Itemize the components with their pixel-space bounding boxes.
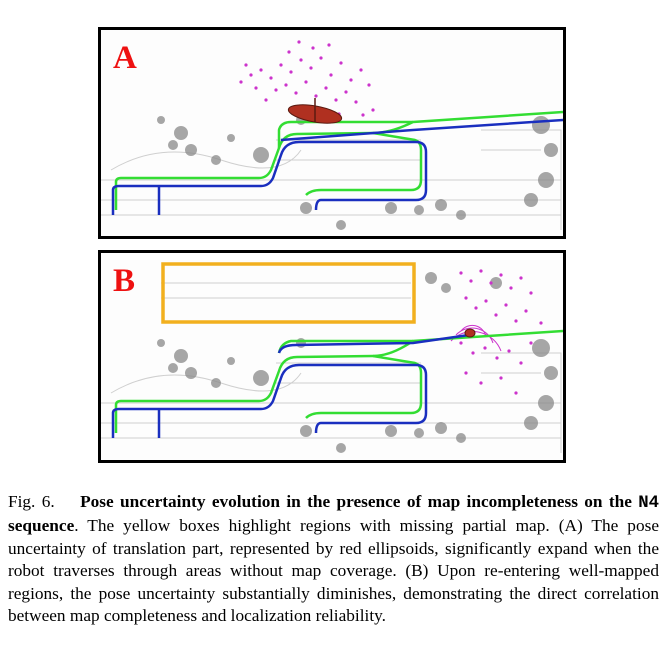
missing-map-box bbox=[161, 262, 416, 324]
map-trees bbox=[157, 115, 558, 230]
trajectory-green bbox=[114, 329, 563, 433]
caption-body: . The yellow boxes highlight regions wit… bbox=[8, 516, 659, 626]
trajectory-blue bbox=[111, 118, 563, 215]
caption-title-tail: sequence bbox=[8, 516, 75, 536]
caption-title: Pose uncertainty evolution in the presen… bbox=[80, 492, 639, 511]
trajectory-green-loop bbox=[277, 339, 423, 419]
panel-a: A bbox=[98, 27, 566, 239]
panel-b-label: B bbox=[113, 263, 136, 299]
map-b-svg bbox=[101, 262, 563, 453]
uncertainty-ellipsoid bbox=[464, 328, 476, 338]
panel-b: B bbox=[98, 250, 566, 463]
scan-points bbox=[239, 40, 375, 117]
scan-points bbox=[459, 269, 543, 395]
panel-a-label: A bbox=[113, 40, 137, 76]
map-a-svg bbox=[101, 40, 563, 230]
caption-sequence: N4 bbox=[638, 494, 660, 513]
caption-prefix: Fig. 6. bbox=[8, 492, 55, 511]
trajectory-blue bbox=[111, 333, 470, 438]
figure-caption: Fig. 6. Pose uncertainty evolution in th… bbox=[8, 491, 659, 627]
